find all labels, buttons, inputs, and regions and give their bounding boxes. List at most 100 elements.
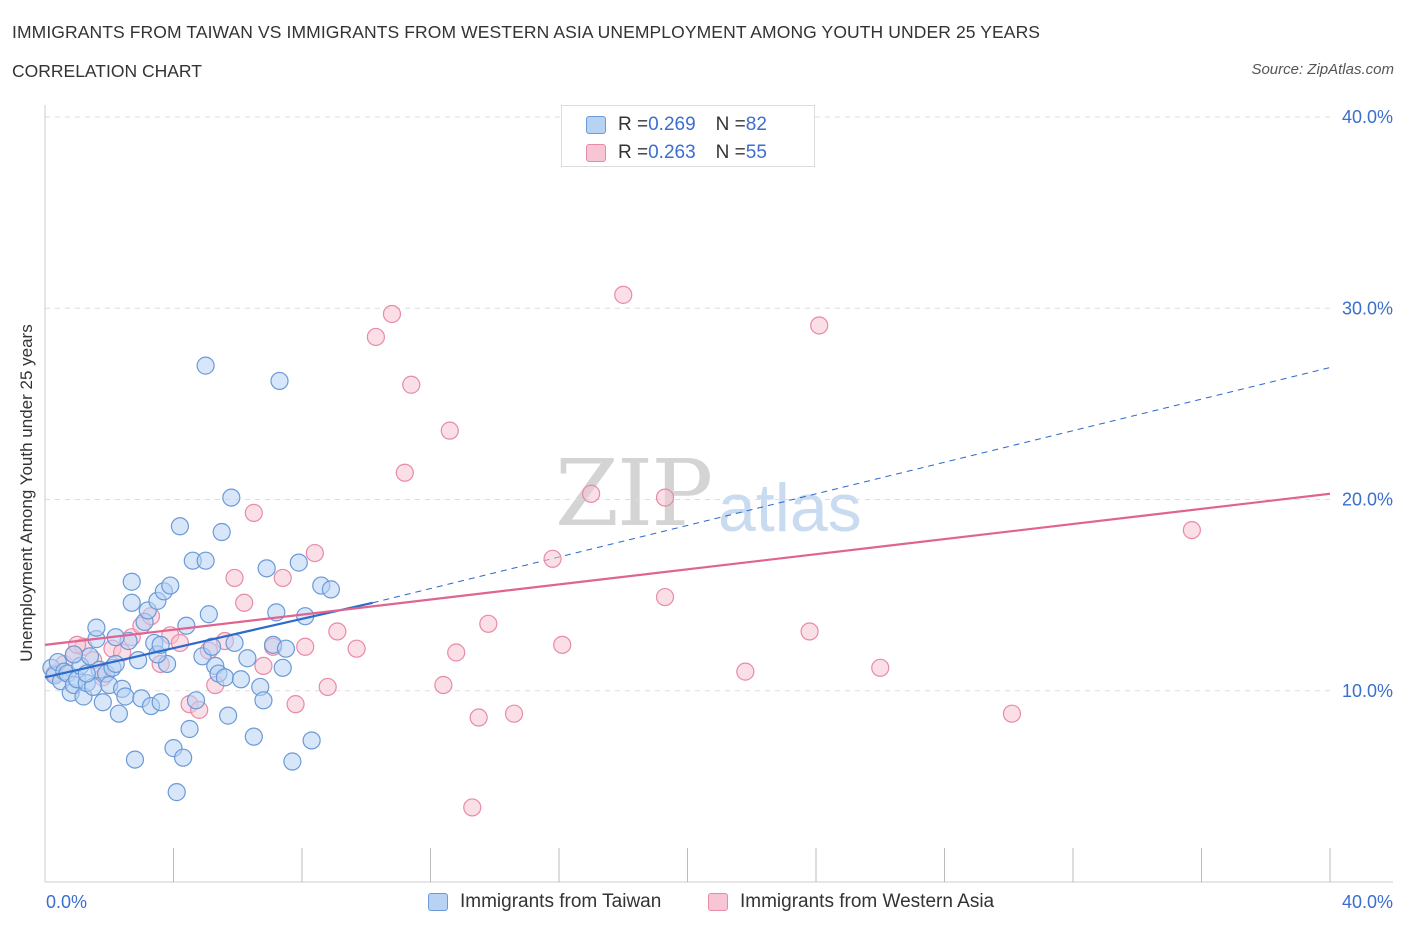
western-asia-legend-swatch (708, 893, 728, 911)
legend-item-taiwan: Immigrants from Taiwan (428, 890, 661, 914)
y-tick-label: 20.0% (1342, 490, 1393, 510)
r-value: 0.263 (648, 142, 696, 163)
taiwan-point (276, 639, 296, 658)
x-tick-label: 0.0% (46, 892, 87, 912)
taiwan-point (219, 706, 238, 725)
western-asia-point (736, 662, 755, 681)
western-asia-point (296, 637, 315, 656)
western-asia-point (382, 304, 402, 324)
source-credit: Source: ZipAtlas.com (1251, 61, 1394, 78)
axes (44, 105, 1393, 883)
taiwan-point (225, 633, 244, 653)
legend-row-taiwan: R = 0.269 N = 82 (586, 114, 767, 136)
tick-labels: 10.0% 20.0% 30.0% 40.0% 0.0% 40.0% (46, 107, 1393, 912)
watermark-zip: ZIP (555, 440, 713, 547)
r-label: R = (618, 114, 649, 135)
western-asia-point (504, 704, 524, 723)
taiwan-points (42, 356, 341, 802)
western-asia-point (366, 327, 385, 347)
taiwan-point (231, 670, 251, 689)
n-label: N = (715, 114, 746, 135)
western-asia-points (45, 285, 1201, 817)
taiwan-point (109, 704, 128, 723)
taiwan-point (199, 605, 218, 624)
n-value: 55 (745, 142, 767, 163)
chart-title: IMMIGRANTS FROM TAIWAN VS IMMIGRANTS FRO… (12, 22, 1041, 42)
western-asia-point (655, 587, 675, 607)
watermark-atlas: atlas (718, 470, 862, 546)
n-label: N = (715, 142, 746, 163)
western-asia-point (244, 503, 263, 522)
taiwan-point (273, 658, 292, 677)
western-asia-point (871, 658, 890, 677)
taiwan-point (196, 356, 215, 375)
taiwan-swatch (586, 116, 606, 134)
taiwan-point (151, 693, 170, 712)
western-asia-point (318, 677, 337, 697)
western-asia-point (225, 568, 244, 588)
western-asia-point (434, 675, 453, 695)
trendlines (44, 492, 1331, 679)
western-asia-point (469, 708, 488, 727)
western-asia-point (395, 463, 414, 482)
western-asia-point (1002, 704, 1022, 723)
taiwan-point (215, 668, 234, 687)
taiwan-point (321, 580, 341, 599)
taiwan-point (212, 522, 231, 542)
taiwan-point (238, 649, 257, 668)
western-asia-point (582, 484, 601, 503)
taiwan-point (125, 750, 145, 769)
western-asia-point (347, 639, 366, 658)
y-axis-label: Unemployment Among Youth under 25 years (17, 324, 36, 662)
western-asia-swatch (586, 144, 606, 162)
western-asia-point (810, 316, 829, 335)
western-asia-point (447, 643, 466, 662)
western-asia-trendline (44, 492, 1331, 646)
taiwan-point (196, 551, 215, 570)
taiwan-point (244, 727, 263, 746)
legend-row-western-asia: R = 0.263 N = 55 (586, 142, 767, 164)
western-asia-point (1182, 520, 1201, 540)
taiwan-point (180, 719, 199, 739)
taiwan-legend-swatch (428, 893, 448, 911)
western-asia-point (543, 549, 562, 568)
taiwan-point (122, 593, 141, 612)
western-asia-point (254, 656, 273, 675)
taiwan-point (302, 731, 321, 750)
western-asia-point (800, 622, 819, 641)
western-asia-point (614, 285, 633, 304)
r-label: R = (618, 142, 649, 163)
western-asia-point (286, 695, 305, 714)
taiwan-point (283, 752, 302, 771)
taiwan-point (270, 371, 289, 391)
taiwan-point (161, 576, 180, 595)
taiwan-point (254, 691, 273, 710)
legend-item-western-asia: Immigrants from Western Asia (708, 890, 994, 914)
y-tick-label: 30.0% (1342, 298, 1393, 318)
western-asia-legend-label: Immigrants from Western Asia (740, 891, 995, 912)
trendline-extension-layer (372, 367, 1331, 604)
western-asia-point (479, 614, 498, 633)
western-asia-point (655, 488, 675, 507)
taiwan-point (122, 572, 141, 591)
western-asia-point (440, 421, 459, 440)
taiwan-point (87, 618, 106, 637)
western-asia-point (305, 543, 324, 563)
chart-subtitle: CORRELATION CHART (12, 61, 202, 81)
western-asia-point (553, 635, 572, 654)
western-asia-point (235, 593, 254, 612)
taiwan-point (222, 488, 241, 507)
taiwan-point (289, 553, 308, 572)
taiwan-point (106, 654, 125, 674)
taiwan-point (170, 517, 190, 536)
taiwan-point (186, 691, 206, 710)
taiwan-point (257, 559, 276, 578)
taiwan-point (116, 687, 135, 706)
taiwan-trendline-extension (372, 367, 1331, 604)
taiwan-legend-label: Immigrants from Taiwan (460, 891, 662, 912)
n-value: 82 (745, 114, 767, 135)
taiwan-point (174, 748, 193, 767)
western-asia-point (402, 375, 421, 394)
r-value: 0.269 (648, 114, 696, 135)
